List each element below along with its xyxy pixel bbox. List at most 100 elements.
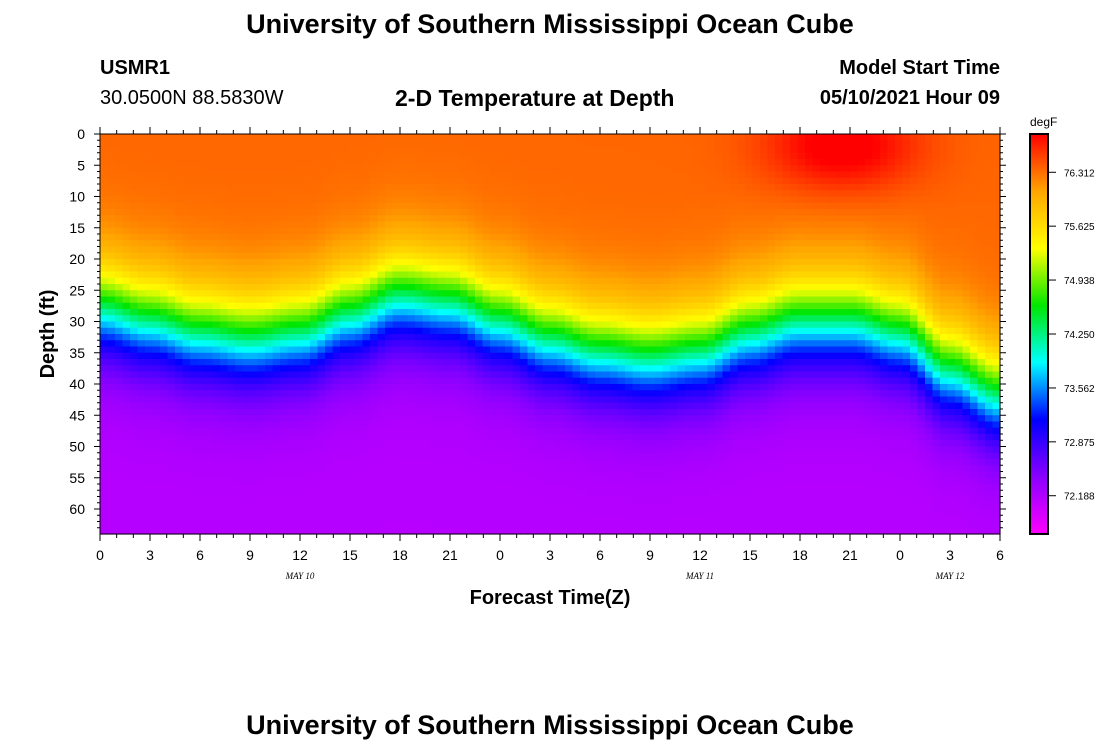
- heatmap-cell: [820, 134, 829, 141]
- heatmap-cell: [445, 140, 454, 148]
- heatmap-cell: [385, 352, 394, 360]
- heatmap-cell: [190, 327, 199, 335]
- heatmap-cell: [325, 202, 334, 210]
- heatmap-cell: [152, 152, 161, 160]
- heatmap-cell: [925, 334, 934, 341]
- heatmap-cell: [640, 327, 649, 335]
- heatmap-cell: [647, 234, 656, 241]
- heatmap-cell: [850, 134, 859, 141]
- heatmap-cell: [760, 340, 769, 348]
- heatmap-cell: [452, 215, 461, 223]
- heatmap-cell: [482, 290, 491, 298]
- heatmap-cell: [497, 271, 506, 279]
- heatmap-cell: [197, 227, 206, 235]
- heatmap-cell: [160, 215, 169, 223]
- heatmap-cell: [272, 140, 281, 148]
- heatmap-cell: [145, 277, 154, 285]
- heatmap-cell: [452, 302, 461, 310]
- heatmap-cell: [760, 177, 769, 185]
- heatmap-cell: [535, 277, 544, 285]
- heatmap-cell: [182, 302, 191, 310]
- heatmap-cell: [512, 165, 521, 173]
- heatmap-cell: [647, 146, 656, 154]
- heatmap-cell: [205, 265, 214, 273]
- heatmap-cell: [932, 196, 941, 204]
- heatmap-cell: [265, 240, 274, 248]
- heatmap-cell: [872, 202, 881, 210]
- heatmap-cell: [557, 240, 566, 248]
- heatmap-cell: [587, 284, 596, 291]
- heatmap-cell: [152, 284, 161, 291]
- heatmap-cell: [122, 371, 131, 379]
- heatmap-cell: [895, 252, 904, 260]
- heatmap-cell: [655, 346, 664, 354]
- heatmap-cell: [977, 346, 986, 354]
- heatmap-cell: [197, 271, 206, 279]
- heatmap-cell: [662, 271, 671, 279]
- heatmap-cell: [407, 271, 416, 279]
- heatmap-cell: [482, 165, 491, 173]
- heatmap-cell: [512, 171, 521, 179]
- heatmap-cell: [212, 240, 221, 248]
- heatmap-cell: [692, 265, 701, 273]
- heatmap-cell: [452, 146, 461, 154]
- heatmap-cell: [212, 302, 221, 310]
- heatmap-cell: [197, 146, 206, 154]
- heatmap-cell: [992, 227, 1001, 235]
- heatmap-cell: [407, 171, 416, 179]
- heatmap-cell: [557, 259, 566, 266]
- heatmap-cell: [647, 352, 656, 360]
- heatmap-cell: [235, 352, 244, 360]
- heatmap-cell: [655, 290, 664, 298]
- heatmap-cell: [445, 384, 454, 391]
- heatmap-cell: [302, 371, 311, 379]
- heatmap-cell: [175, 265, 184, 273]
- heatmap-cell: [445, 184, 454, 191]
- heatmap-cell: [640, 159, 649, 166]
- heatmap-cell: [670, 259, 679, 266]
- heatmap-cell: [295, 390, 304, 398]
- heatmap-cell: [422, 184, 431, 191]
- heatmap-cell: [370, 309, 379, 316]
- heatmap-cell: [625, 321, 634, 329]
- heatmap-cell: [730, 252, 739, 260]
- heatmap-cell: [827, 190, 836, 198]
- heatmap-cell: [640, 190, 649, 198]
- heatmap-cell: [167, 259, 176, 266]
- heatmap-cell: [767, 134, 776, 141]
- heatmap-cell: [970, 202, 979, 210]
- heatmap-cell: [595, 334, 604, 341]
- heatmap-cell: [737, 252, 746, 260]
- heatmap-cell: [730, 284, 739, 291]
- heatmap-cell: [205, 152, 214, 160]
- heatmap-cell: [602, 196, 611, 204]
- heatmap-cell: [497, 221, 506, 229]
- heatmap-cell: [115, 152, 124, 160]
- heatmap-cell: [437, 259, 446, 266]
- heatmap-cell: [355, 315, 364, 323]
- heatmap-cell: [752, 290, 761, 298]
- heatmap-cell: [340, 315, 349, 323]
- heatmap-cell: [512, 134, 521, 141]
- heatmap-cell: [812, 277, 821, 285]
- heatmap-cell: [760, 146, 769, 154]
- heatmap-cell: [190, 221, 199, 229]
- heatmap-cell: [385, 390, 394, 398]
- heatmap-cell: [520, 371, 529, 379]
- heatmap-cell: [730, 309, 739, 316]
- heatmap-cell: [820, 346, 829, 354]
- heatmap-cell: [100, 140, 109, 148]
- heatmap-cell: [977, 202, 986, 210]
- heatmap-cell: [385, 315, 394, 323]
- heatmap-cell: [160, 346, 169, 354]
- heatmap-cell: [460, 371, 469, 379]
- heatmap-cell: [790, 334, 799, 341]
- heatmap-cell: [760, 165, 769, 173]
- heatmap-cell: [805, 371, 814, 379]
- heatmap-cell: [325, 240, 334, 248]
- heatmap-cell: [722, 340, 731, 348]
- heatmap-cell: [527, 209, 536, 216]
- heatmap-cell: [685, 215, 694, 223]
- heatmap-cell: [130, 327, 139, 335]
- heatmap-cell: [145, 384, 154, 391]
